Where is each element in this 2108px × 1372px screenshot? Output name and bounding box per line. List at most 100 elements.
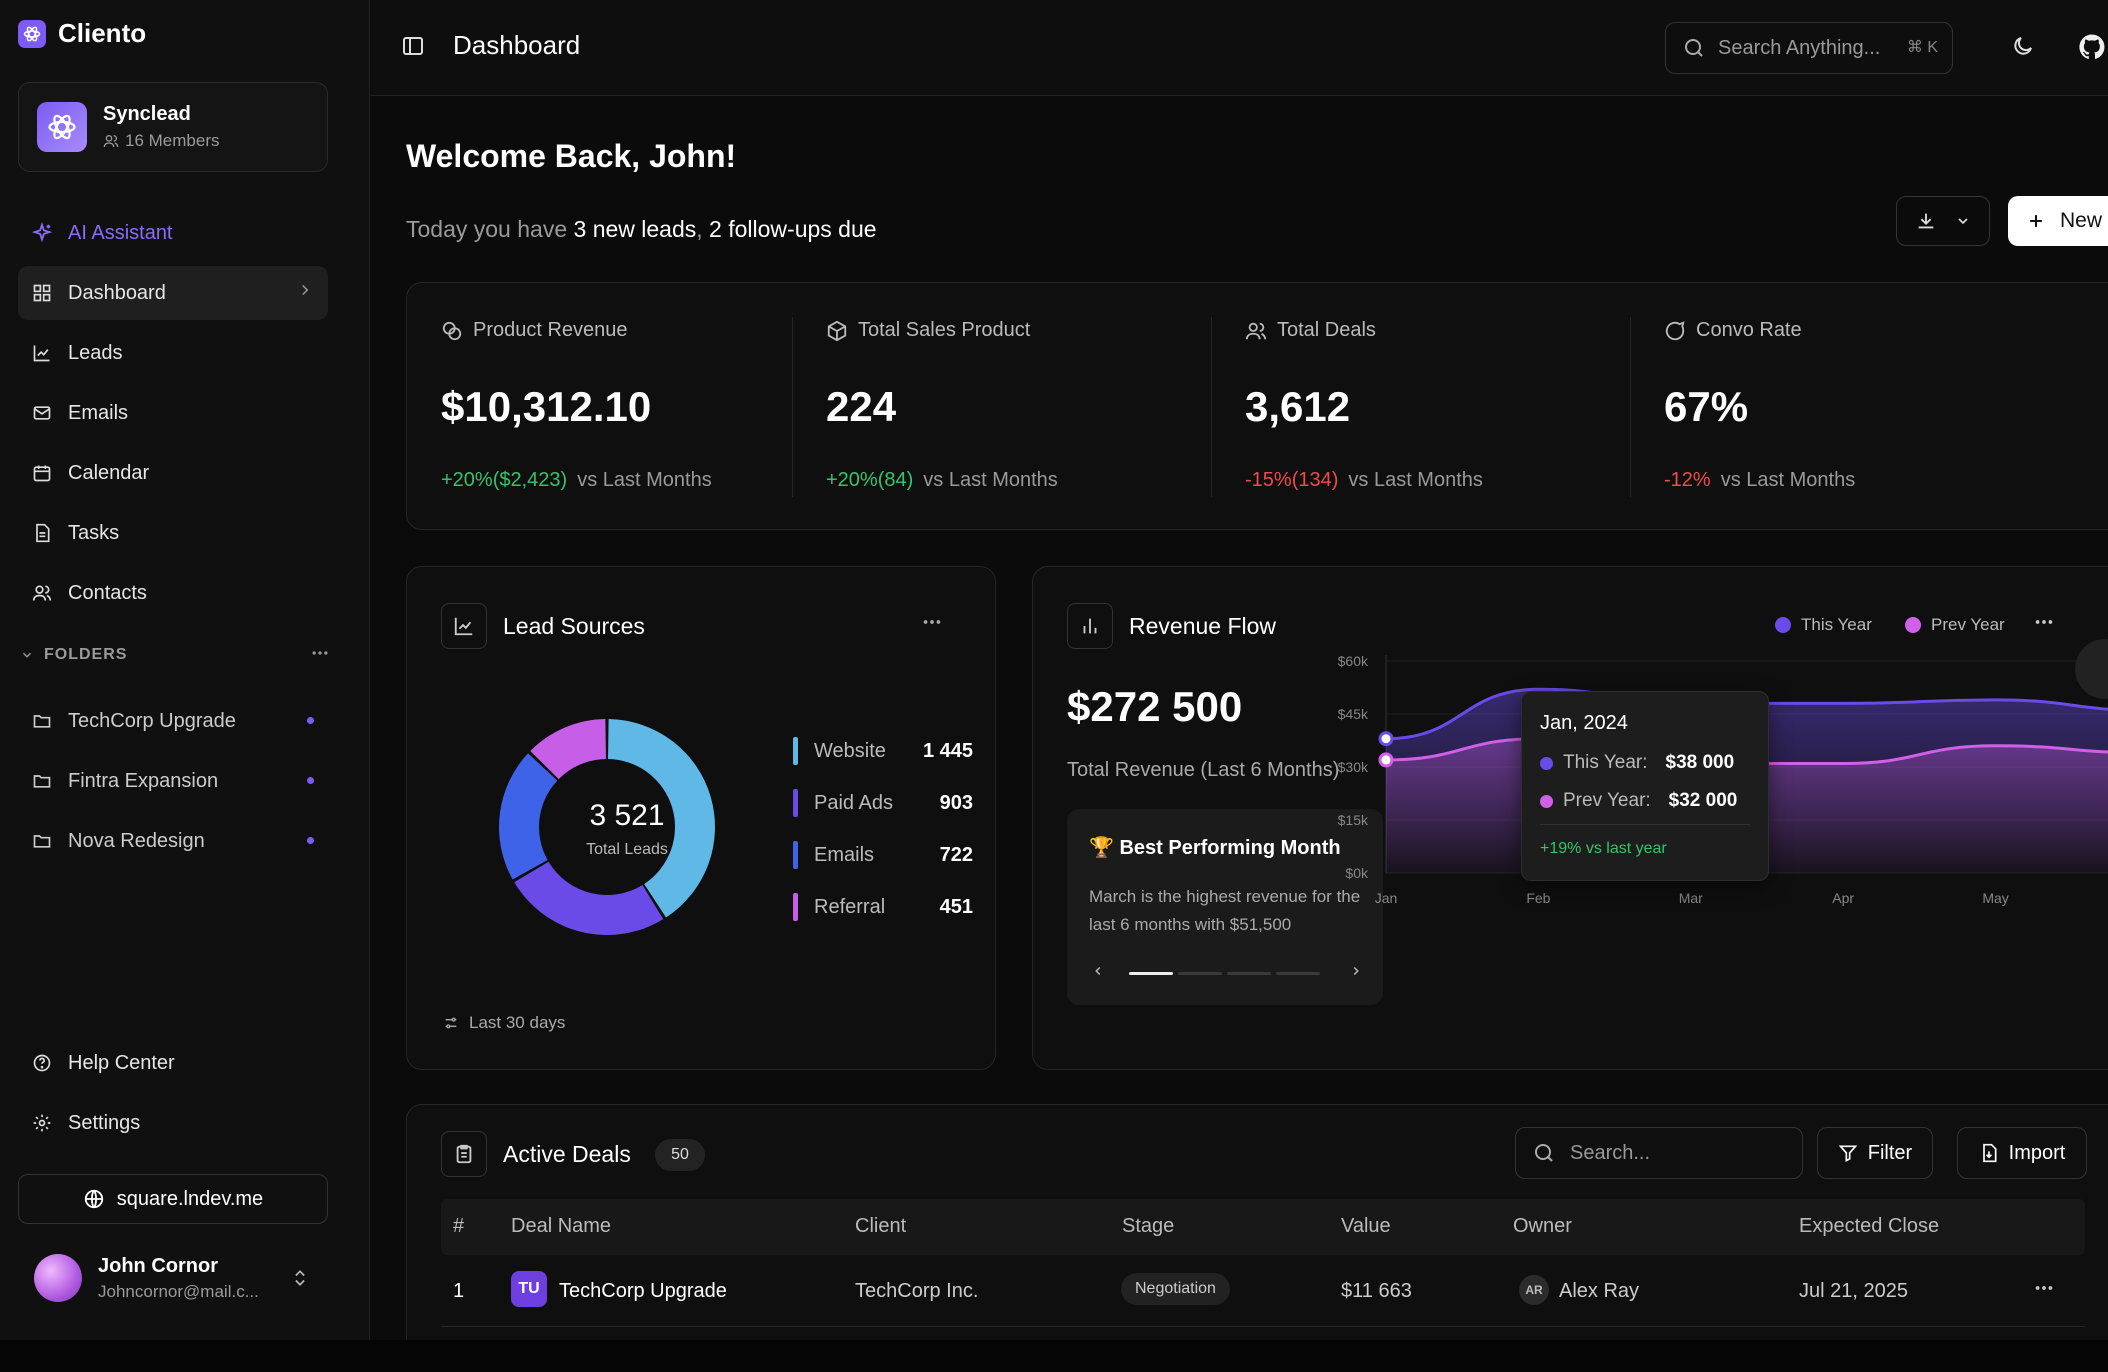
folder-item[interactable]: TechCorp Upgrade <box>18 694 328 748</box>
user-profile[interactable]: John Cornor Johncornor@mail.c... <box>34 1254 259 1302</box>
x-tick-label: Jan <box>1375 890 1398 906</box>
row-number: 1 <box>453 1280 465 1302</box>
column-header[interactable]: # <box>453 1215 465 1237</box>
stat-delta: -12% <box>1664 469 1711 491</box>
divider <box>1630 317 1631 497</box>
legend-swatch <box>1775 617 1791 633</box>
nav-contacts[interactable]: Contacts <box>18 566 328 620</box>
carousel-dot[interactable] <box>1178 972 1222 975</box>
owner-avatar: AR <box>1519 1275 1549 1305</box>
legend-prev-year[interactable]: Prev Year <box>1905 615 2005 635</box>
deal-avatar: TU <box>511 1271 547 1307</box>
welcome-subtitle: Today you have 3 new leads, 2 follow-ups… <box>406 216 877 243</box>
hover-point[interactable] <box>1378 752 1394 768</box>
legend-swatch <box>793 737 798 765</box>
more-icon[interactable] <box>2033 1277 2055 1305</box>
legend-value: 722 <box>939 843 973 866</box>
deal-client: TechCorp Inc. <box>855 1280 979 1302</box>
more-icon[interactable] <box>2033 611 2055 640</box>
nav-help-center[interactable]: Help Center <box>18 1036 328 1090</box>
donut-slice-paid-ads[interactable] <box>514 861 664 935</box>
more-icon[interactable] <box>310 643 330 668</box>
stage-badge: Negotiation <box>1121 1273 1230 1305</box>
nav-tasks[interactable]: Tasks <box>18 506 328 560</box>
subtitle-sep: , <box>696 216 710 242</box>
nav-calendar[interactable]: Calendar <box>18 446 328 500</box>
folder-item[interactable]: Fintra Expansion <box>18 754 328 808</box>
active-deals-card: Active Deals 50 Search... Filter Import … <box>406 1104 2108 1364</box>
legend-swatch <box>793 841 798 869</box>
nav-settings[interactable]: Settings <box>18 1096 328 1150</box>
table-row[interactable]: 1 TU TechCorp Upgrade TechCorp Inc. Nego… <box>441 1255 2085 1327</box>
legend-this-year[interactable]: This Year <box>1775 615 1872 635</box>
brand[interactable]: Cliento <box>18 18 146 49</box>
chevrons-updown-icon[interactable] <box>290 1266 310 1295</box>
chevron-down-icon <box>22 652 32 658</box>
chart-tooltip: Jan, 2024 This Year: $38 000 Prev Year: … <box>1521 691 1769 881</box>
more-icon[interactable] <box>921 611 943 640</box>
column-header[interactable]: Expected Close <box>1799 1215 1940 1237</box>
tooltip-row-this: This Year: $38 000 <box>1540 752 1734 774</box>
nav-ai-assistant[interactable]: AI Assistant <box>18 206 328 260</box>
box-icon <box>827 320 847 341</box>
donut-slice-website[interactable] <box>608 719 715 918</box>
sparkles-icon <box>30 221 54 245</box>
x-tick-label: May <box>1982 890 2008 906</box>
column-header[interactable]: Client <box>855 1215 907 1237</box>
nav-emails[interactable]: Emails <box>18 386 328 440</box>
donut-slice-referral[interactable] <box>530 719 606 780</box>
nav-dashboard[interactable]: Dashboard <box>18 266 328 320</box>
sliders-icon <box>445 1017 457 1029</box>
column-header[interactable]: Owner <box>1513 1215 1572 1237</box>
y-tick-label: $45k <box>1338 706 1369 722</box>
download-dropdown-button[interactable] <box>1896 196 1990 246</box>
chevron-left-icon[interactable] <box>1091 961 1105 984</box>
import-button[interactable]: Import <box>1957 1127 2087 1179</box>
stat-delta-suffix: vs Last Months <box>1348 469 1483 491</box>
deals-search-input[interactable]: Search... <box>1515 1127 1803 1179</box>
column-header[interactable]: Stage <box>1122 1215 1175 1237</box>
stat-product-revenue: Product Revenue $10,312.10 +20%($2,423) v… <box>407 283 827 531</box>
hover-point[interactable] <box>1378 731 1394 747</box>
carousel-dot[interactable] <box>1227 972 1271 975</box>
stat-total-sales: Total Sales Product 224 +20%(84) vs Last … <box>792 283 1212 531</box>
legend-swatch <box>1540 794 1553 808</box>
carousel-dot[interactable] <box>1276 972 1320 975</box>
chevron-down-icon <box>1958 218 1968 225</box>
moon-icon[interactable] <box>2011 34 2035 63</box>
folder-icon <box>30 709 54 733</box>
donut-slice-emails[interactable] <box>499 753 558 880</box>
folder-item[interactable]: Nova Redesign <box>18 814 328 868</box>
stat-label-row: Total Sales Product <box>826 319 1030 342</box>
folders-label: FOLDERS <box>44 646 128 663</box>
site-link-button[interactable]: square.lndev.me <box>18 1174 328 1224</box>
help-label: Help Center <box>68 1051 175 1074</box>
new-button[interactable]: New <box>2008 196 2108 246</box>
legend-swatch <box>1540 756 1553 770</box>
help-icon <box>30 1051 54 1075</box>
divider <box>1211 317 1212 497</box>
best-month-desc: March is the highest revenue for the las… <box>1089 887 1361 934</box>
workspace-switcher[interactable]: Synclead 16 Members <box>18 82 328 172</box>
y-tick-label: $0k <box>1345 865 1369 881</box>
legend-label: This Year <box>1801 615 1872 634</box>
carousel-dot[interactable] <box>1129 972 1173 975</box>
nav-leads-label: Leads <box>68 341 123 364</box>
workspace-logo-icon <box>37 102 87 152</box>
globe-icon <box>84 1189 103 1209</box>
column-header[interactable]: Deal Name <box>511 1215 612 1237</box>
chevron-right-icon[interactable] <box>1349 961 1363 984</box>
nav-calendar-label: Calendar <box>68 461 150 484</box>
deal-name: TechCorp Upgrade <box>559 1280 727 1302</box>
folders-header[interactable]: FOLDERS <box>20 646 330 664</box>
sidebar-toggle-icon[interactable] <box>401 34 425 63</box>
filter-button[interactable]: Filter <box>1817 1127 1933 1179</box>
github-icon[interactable] <box>2077 32 2107 67</box>
nav-leads[interactable]: Leads <box>18 326 328 380</box>
global-search-input[interactable]: Search Anything... ⌘ K <box>1665 22 1953 74</box>
legend-item: Emails 722 <box>793 841 973 869</box>
period-text: Last 30 days <box>469 1013 566 1032</box>
workspace-name: Synclead <box>103 103 191 125</box>
column-header[interactable]: Value <box>1341 1215 1391 1237</box>
